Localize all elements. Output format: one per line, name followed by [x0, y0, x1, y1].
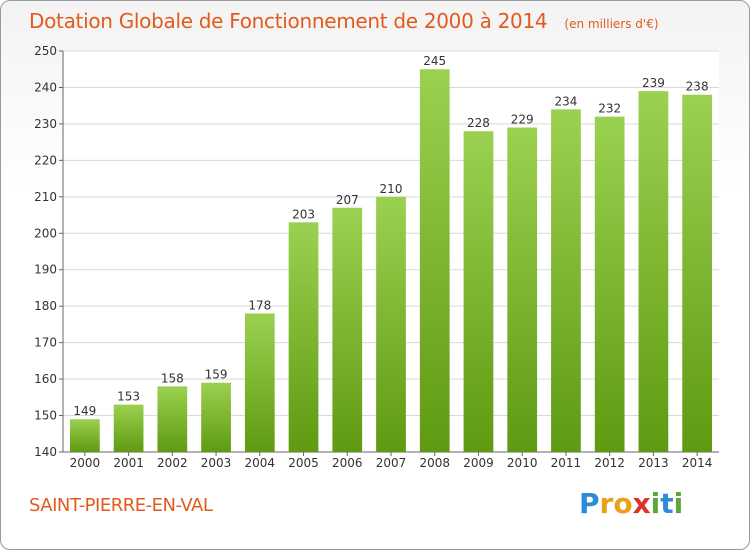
- x-tick-label: 2000: [70, 456, 101, 470]
- x-tick-label: 2005: [288, 456, 319, 470]
- bar: [594, 116, 625, 453]
- bar: [682, 94, 713, 452]
- y-tick-label: 250: [34, 44, 57, 58]
- data-label: 149: [73, 404, 96, 418]
- bar: [507, 127, 538, 453]
- data-label: 238: [686, 80, 709, 94]
- x-tick-label: 2007: [376, 456, 407, 470]
- data-label: 203: [292, 207, 315, 221]
- bar: [157, 386, 188, 452]
- data-label: 178: [248, 298, 271, 312]
- bar: [288, 222, 319, 452]
- x-tick-label: 2003: [201, 456, 232, 470]
- y-tick-label: 220: [34, 153, 57, 167]
- y-tick-label: 200: [34, 226, 57, 240]
- x-tick-label: 2008: [419, 456, 450, 470]
- data-label: 239: [642, 76, 665, 90]
- bar: [638, 91, 669, 452]
- x-tick-label: 2002: [157, 456, 188, 470]
- title-block: Dotation Globale de Fonctionnement de 20…: [29, 9, 659, 33]
- x-tick-label: 2004: [245, 456, 276, 470]
- y-tick-label: 210: [34, 190, 57, 204]
- data-label: 153: [117, 390, 140, 404]
- data-label: 207: [336, 193, 359, 207]
- bar: [244, 313, 275, 452]
- bar: [419, 69, 450, 453]
- y-tick-label: 240: [34, 80, 57, 94]
- data-label: 159: [205, 368, 228, 382]
- data-label: 229: [511, 113, 534, 127]
- bar: [463, 131, 494, 452]
- x-tick-label: 2010: [507, 456, 538, 470]
- data-label: 245: [423, 54, 446, 68]
- y-tick-label: 140: [34, 445, 57, 459]
- data-label: 158: [161, 371, 184, 385]
- x-tick-label: 2012: [594, 456, 625, 470]
- data-label: 228: [467, 116, 490, 130]
- data-label: 232: [598, 102, 621, 116]
- bar: [201, 382, 231, 452]
- y-tick-label: 170: [34, 336, 57, 350]
- data-label: 234: [554, 94, 577, 108]
- x-tick-label: 2013: [638, 456, 669, 470]
- x-tick-label: 2009: [463, 456, 494, 470]
- x-tick-label: 2006: [332, 456, 363, 470]
- bar: [551, 109, 581, 452]
- y-tick-label: 160: [34, 372, 57, 386]
- bar: [113, 404, 144, 452]
- data-label: 210: [380, 182, 403, 196]
- x-tick-label: 2011: [551, 456, 582, 470]
- bar: [69, 419, 100, 452]
- proxiti-logo: Proxiti: [579, 487, 684, 520]
- chart-title: Dotation Globale de Fonctionnement de 20…: [29, 9, 548, 33]
- y-tick-label: 230: [34, 117, 57, 131]
- y-tick-label: 190: [34, 263, 57, 277]
- x-tick-label: 2001: [113, 456, 144, 470]
- commune-name: SAINT-PIERRE-EN-VAL: [29, 495, 213, 516]
- x-tick-label: 2014: [682, 456, 713, 470]
- y-tick-label: 180: [34, 299, 57, 313]
- bar: [376, 196, 406, 452]
- y-tick-label: 150: [34, 409, 57, 423]
- bar: [332, 207, 363, 452]
- chart-subtitle: (en milliers d'€): [564, 17, 659, 31]
